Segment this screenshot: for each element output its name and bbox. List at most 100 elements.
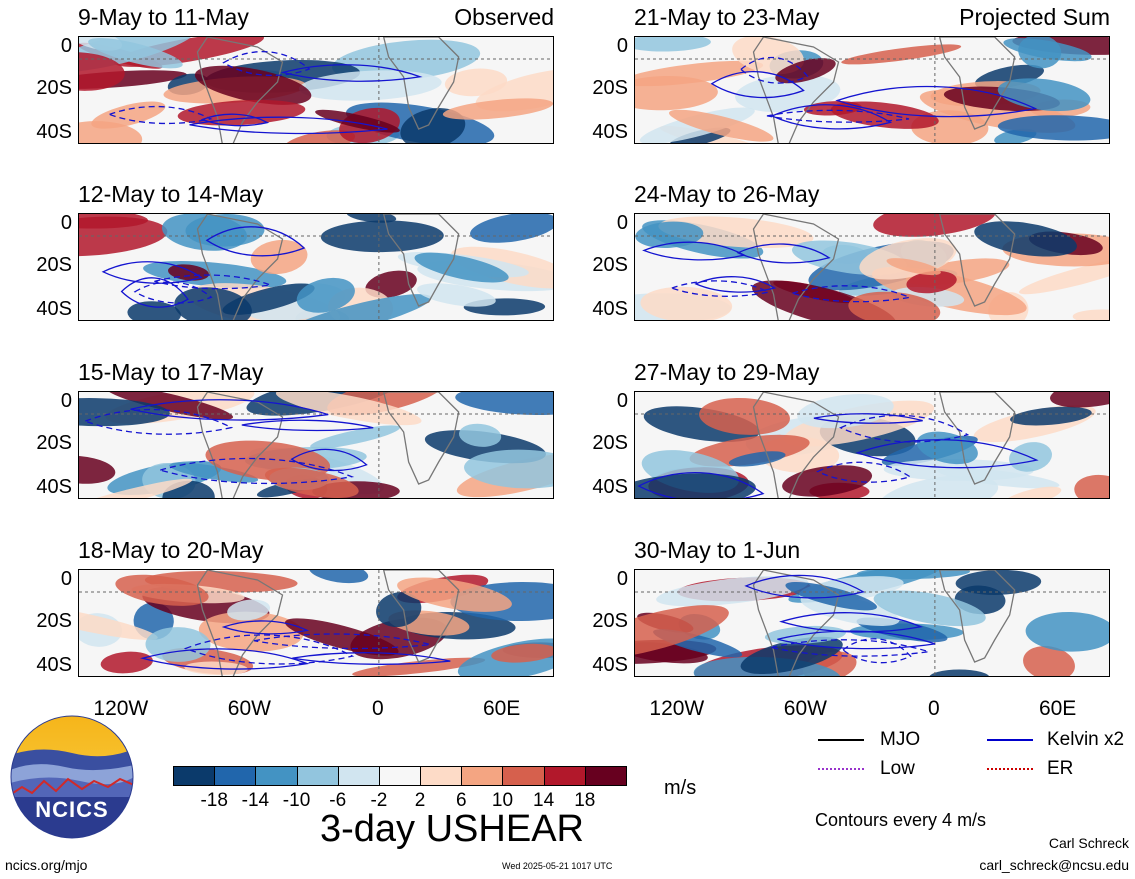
ncics-logo: NCICS — [10, 715, 134, 839]
africa-outline — [382, 570, 460, 663]
kelvin-contour — [841, 638, 912, 664]
panel-title: 15-May to 17-May — [78, 359, 264, 385]
colorbar-label: 6 — [455, 790, 467, 811]
shading-blob — [88, 38, 183, 69]
x-tick-label: 60E — [1038, 697, 1077, 720]
y-tick-label: 20S — [36, 77, 72, 99]
shading-blob — [227, 599, 271, 621]
panel-title: 12-May to 14-May — [78, 181, 264, 207]
kelvin-contour — [855, 439, 1039, 469]
panel-tag: Observed — [454, 4, 554, 30]
footer-url[interactable]: ncics.org/mjo — [5, 857, 88, 873]
kelvin-contour — [205, 226, 306, 257]
shading-blob — [310, 425, 401, 449]
shading-blob — [689, 434, 810, 467]
colorbar-label: 18 — [574, 790, 596, 811]
y-tick-label: 0 — [60, 390, 72, 412]
shading-blob — [162, 214, 247, 251]
panel-map-svg — [635, 570, 1109, 676]
shading-blob — [194, 65, 312, 105]
kelvin-contour — [816, 461, 912, 483]
shading-blob — [79, 455, 116, 484]
africa-outline — [382, 392, 460, 485]
kelvin-contour — [779, 612, 923, 633]
x-tick-label: 60E — [482, 697, 521, 720]
panel-map — [78, 213, 554, 321]
shading-blob — [929, 669, 989, 676]
shading-blob — [1003, 38, 1092, 62]
kelvin-contour — [766, 109, 910, 123]
y-tick-label: 0 — [60, 568, 72, 590]
kelvin-contour — [744, 574, 865, 599]
contour-note: Contours every 4 m/s — [815, 810, 987, 830]
colorbar-segment — [337, 766, 380, 786]
shading-blob — [886, 258, 941, 276]
shading-blob — [1001, 486, 1062, 498]
x-tick-label: 0 — [928, 697, 940, 720]
shading-blob — [1025, 611, 1109, 652]
shading-blob — [250, 239, 308, 275]
shading-blob — [883, 459, 1034, 481]
kelvin-contour — [154, 274, 271, 290]
shading-blob — [308, 570, 369, 584]
panel-title: 30-May to 1-Jun — [634, 537, 801, 563]
shading-blob — [127, 301, 181, 320]
panel-map — [78, 391, 554, 499]
colorbar-segment — [378, 766, 422, 786]
shading-blob — [442, 98, 553, 120]
y-tick-label: 40S — [592, 298, 628, 320]
shading-blob — [397, 577, 512, 612]
colorbar-label: -14 — [241, 790, 270, 811]
shading-blob — [873, 214, 997, 237]
footer-email[interactable]: carl_schreck@ncsu.edu — [979, 857, 1129, 873]
kelvin-contour — [221, 620, 310, 635]
kelvin-contour — [189, 116, 388, 135]
shading-blob — [100, 651, 153, 674]
colorbar-label: 14 — [533, 790, 555, 811]
shading-blob — [1074, 474, 1109, 498]
panel-title: 9-May to 11-May — [78, 4, 249, 30]
shading-blob — [400, 108, 466, 143]
shading-blob — [668, 109, 774, 142]
panel-tag: Projected Sum — [959, 4, 1110, 30]
shading-blob — [145, 627, 211, 662]
panel-map — [634, 569, 1110, 677]
kelvin-contour — [813, 413, 923, 424]
colorbar-segment — [214, 766, 257, 786]
shading-blob — [296, 277, 355, 313]
shading-blob — [458, 423, 502, 447]
shading-blob — [91, 101, 166, 129]
shading-blob — [785, 582, 877, 611]
kelvin-contour — [183, 634, 355, 665]
shading-blob — [264, 467, 359, 498]
panel-map-svg — [79, 214, 553, 320]
shading-blob — [470, 214, 553, 243]
colorbar-segment — [420, 766, 463, 786]
kelvin-contour — [200, 113, 270, 127]
kelvin-contour — [736, 243, 831, 264]
colorbar-segment — [255, 766, 298, 786]
shading-blob — [997, 115, 1109, 141]
africa-outline — [938, 570, 1016, 663]
x-tick-label: 120W — [93, 697, 149, 720]
shading-blob — [491, 643, 553, 663]
shading-blob — [275, 392, 422, 426]
legend-kelvin-line — [987, 739, 1033, 741]
kelvin-contour — [83, 408, 234, 435]
kelvin-contour — [254, 633, 431, 650]
colorbar-segment — [584, 766, 627, 786]
panel-map-svg — [79, 570, 553, 676]
kelvin-contour — [710, 70, 805, 99]
kelvin-contour — [777, 630, 936, 650]
y-tick-label: 20S — [592, 432, 628, 454]
colorbar-label: -10 — [282, 790, 311, 811]
kelvin-contour — [694, 276, 777, 293]
shading-blob — [320, 220, 444, 253]
shading-blob — [1023, 646, 1075, 676]
ncics-logo-graphic — [10, 715, 134, 839]
shading-blob — [1010, 406, 1092, 426]
y-tick-label: 0 — [616, 390, 628, 412]
panel-title: 18-May to 20-May — [78, 537, 264, 563]
panel-map-svg — [79, 392, 553, 498]
y-tick-label: 20S — [592, 77, 628, 99]
